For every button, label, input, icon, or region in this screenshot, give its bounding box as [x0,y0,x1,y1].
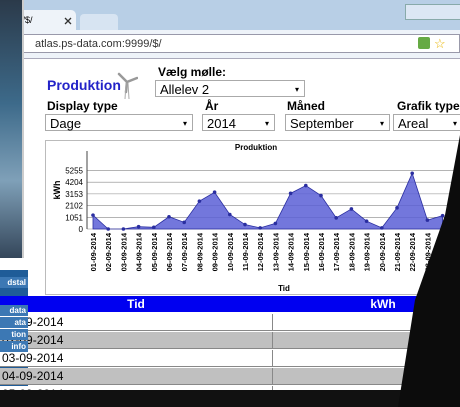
sidebar-item: ata [0,317,28,328]
sidebar-item: data [0,305,28,316]
sidebar-item: info [0,341,28,352]
sidebar-item: tion [0,329,28,340]
sidebar-item: dstal [0,277,28,288]
page: :9999/$/ atlas.ps-data.com:9999/$/ ☆ Pro… [0,0,460,407]
overlay [0,0,460,407]
